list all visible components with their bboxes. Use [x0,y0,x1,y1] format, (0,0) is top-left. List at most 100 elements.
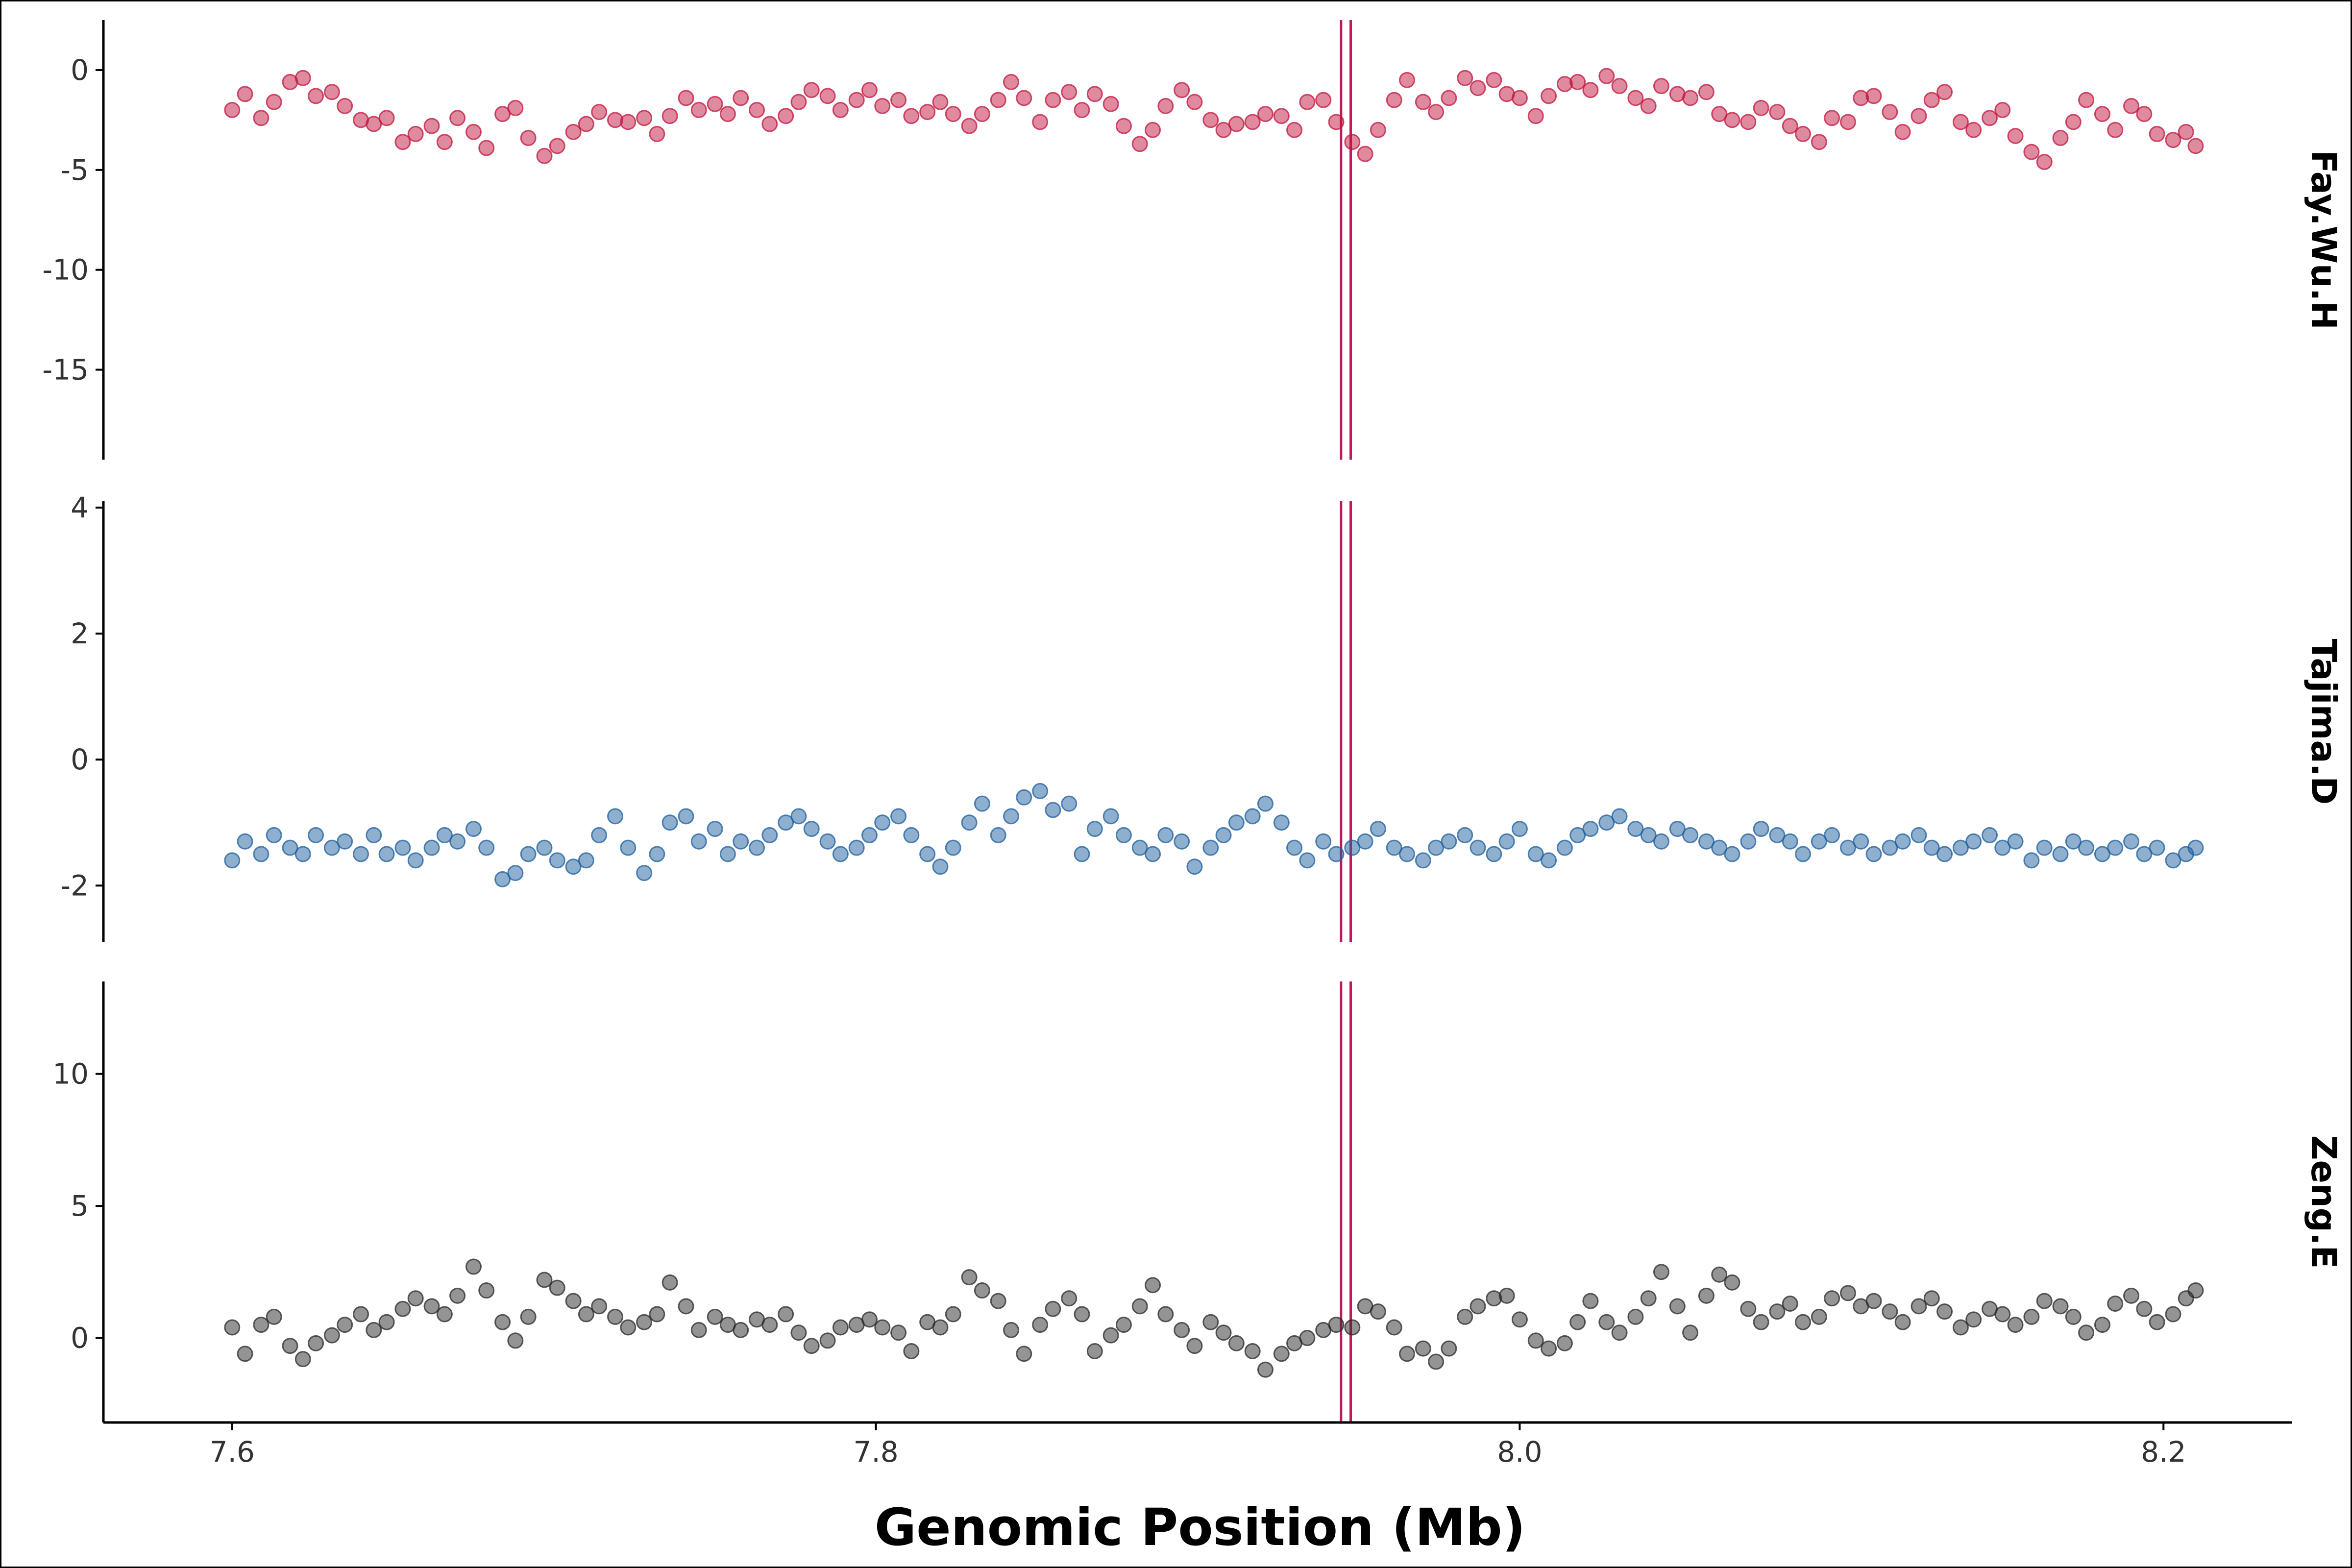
data-point-fay-wu-h [1724,112,1740,128]
data-point-fay-wu-h [1315,92,1332,108]
data-point-zeng-e [2094,1317,2110,1333]
data-point-fay-wu-h [2149,125,2165,142]
data-point-tajima-d [1032,783,1049,799]
data-point-tajima-d [1386,839,1402,856]
data-point-tajima-d [2094,846,2110,862]
y-tick-label-zeng-e: 10 [52,1057,89,1091]
data-point-fay-wu-h [1769,104,1786,121]
data-point-tajima-d [761,827,778,843]
data-point-zeng-e [1328,1317,1345,1333]
data-point-fay-wu-h [1923,92,1940,108]
data-point-fay-wu-h [507,99,524,116]
data-point-zeng-e [1486,1290,1502,1307]
data-point-zeng-e [1470,1298,1486,1315]
x-tick-label: 8.2 [2141,1435,2186,1469]
data-point-zeng-e [2065,1308,2082,1325]
data-point-zeng-e [436,1306,453,1323]
data-point-zeng-e [549,1279,565,1296]
data-point-tajima-d [1003,808,1019,825]
data-point-fay-wu-h [649,125,665,142]
data-point-zeng-e [1257,1361,1274,1378]
data-point-tajima-d [1115,827,1132,843]
data-point-tajima-d [861,827,878,843]
data-point-tajima-d [1740,833,1757,850]
x-tick-label: 7.6 [210,1435,255,1469]
data-point-zeng-e [1740,1300,1757,1317]
data-point-zeng-e [1115,1317,1132,1333]
data-point-tajima-d [707,821,723,837]
data-point-tajima-d [2123,833,2140,850]
data-point-zeng-e [2023,1308,2040,1325]
data-point-zeng-e [1131,1298,1148,1315]
data-point-fay-wu-h [378,110,395,126]
data-point-fay-wu-h [1511,90,1528,106]
data-point-tajima-d [1315,833,1332,850]
data-point-zeng-e [1174,1322,1190,1338]
data-point-zeng-e [578,1306,594,1323]
data-point-fay-wu-h [1839,114,1856,130]
data-point-tajima-d [1016,789,1032,806]
data-point-tajima-d [1582,821,1599,837]
data-point-fay-wu-h [1994,101,2011,118]
data-point-tajima-d [536,839,553,856]
data-point-zeng-e [778,1306,794,1323]
data-point-tajima-d [308,827,324,843]
data-point-fay-wu-h [449,110,466,126]
data-point-tajima-d [1415,852,1431,869]
data-point-zeng-e [1994,1306,2011,1323]
data-point-zeng-e [337,1317,353,1333]
data-point-fay-wu-h [1202,112,1219,128]
data-point-tajima-d [1511,821,1528,837]
data-point-fay-wu-h [366,116,382,132]
data-point-tajima-d [1344,839,1361,856]
data-point-fay-wu-h [478,140,495,156]
data-point-fay-wu-h [1045,92,1061,108]
data-point-zeng-e [1102,1327,1119,1344]
data-point-tajima-d [394,839,411,856]
data-point-fay-wu-h [1653,78,1669,95]
data-point-zeng-e [423,1298,440,1315]
data-point-fay-wu-h [1215,122,1232,138]
data-point-zeng-e [790,1324,807,1341]
data-point-tajima-d [1911,827,1927,843]
data-point-tajima-d [1498,833,1515,850]
data-point-tajima-d [961,814,978,831]
data-point-tajima-d [1952,839,1969,856]
data-point-fay-wu-h [2065,114,2082,130]
points-tajima-d [224,783,2204,887]
data-point-zeng-e [1086,1343,1103,1359]
data-point-fay-wu-h [1627,90,1644,106]
data-point-fay-wu-h [2136,106,2153,122]
data-point-fay-wu-h [832,101,849,118]
data-point-tajima-d [848,839,865,856]
data-point-tajima-d [903,827,920,843]
data-point-tajima-d [323,839,340,856]
data-point-tajima-d [919,846,936,862]
data-point-fay-wu-h [237,86,253,102]
data-point-tajima-d [2065,833,2082,850]
data-point-tajima-d [932,858,949,875]
data-point-zeng-e [294,1351,311,1368]
data-point-fay-wu-h [2023,144,2040,160]
facet-label-zeng-e: Zeng.E [2303,1135,2344,1269]
data-point-zeng-e [819,1332,836,1349]
data-point-tajima-d [749,839,765,856]
data-point-fay-wu-h [1386,92,1402,108]
data-point-zeng-e [1273,1346,1290,1362]
y-tick-label-fay-wu-h: 0 [71,53,89,87]
data-point-fay-wu-h [1794,125,1811,142]
data-point-zeng-e [832,1319,849,1336]
data-point-tajima-d [1882,839,1898,856]
data-point-tajima-d [494,871,511,887]
data-point-fay-wu-h [636,110,653,126]
data-point-fay-wu-h [761,116,778,132]
data-point-tajima-d [366,827,382,843]
data-point-fay-wu-h [1286,122,1303,138]
data-point-fay-wu-h [2178,123,2194,140]
data-point-zeng-e [733,1322,749,1338]
data-point-tajima-d [1486,846,1502,862]
data-point-tajima-d [549,852,565,869]
data-point-fay-wu-h [1894,123,1911,140]
data-point-tajima-d [565,858,582,875]
data-point-zeng-e [1428,1353,1445,1370]
